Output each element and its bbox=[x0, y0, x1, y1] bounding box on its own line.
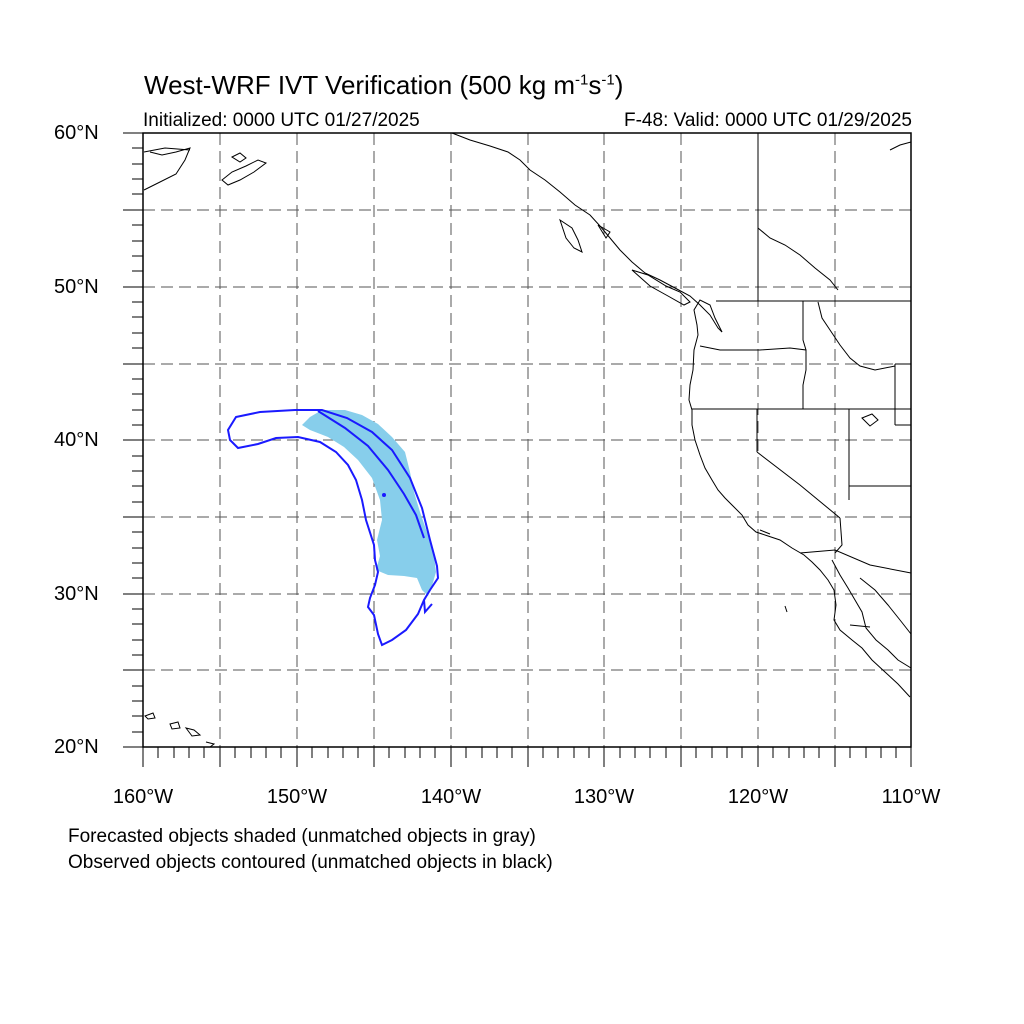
lat-label-40n: 40°N bbox=[54, 429, 99, 451]
observed-legend-note: Observed objects contoured (unmatched ob… bbox=[68, 852, 553, 873]
lon-label-160w: 160°W bbox=[112, 786, 174, 808]
valid-time-label: F-48: Valid: 0000 UTC 01/29/2025 bbox=[624, 110, 912, 131]
lat-label-60n: 60°N bbox=[54, 122, 99, 144]
coastlines bbox=[143, 132, 912, 748]
lon-label-150w: 150°W bbox=[266, 786, 328, 808]
map-title: West-WRF IVT Verification (500 kg m-1s-1… bbox=[144, 70, 624, 100]
forecast-ivt-object bbox=[302, 410, 436, 596]
lon-label-140w: 140°W bbox=[420, 786, 482, 808]
lon-label-130w: 130°W bbox=[573, 786, 635, 808]
lon-label-110w: 110°W bbox=[881, 786, 941, 808]
init-time-label: Initialized: 0000 UTC 01/27/2025 bbox=[143, 110, 420, 131]
axis-ticks bbox=[123, 132, 912, 767]
observed-point-marker bbox=[382, 493, 386, 497]
forecast-legend-note: Forecasted objects shaded (unmatched obj… bbox=[68, 826, 536, 847]
lat-lon-grid bbox=[143, 133, 911, 747]
political-boundaries bbox=[692, 133, 912, 628]
lat-label-50n: 50°N bbox=[54, 276, 99, 298]
lat-label-20n: 20°N bbox=[54, 736, 99, 758]
lat-label-30n: 30°N bbox=[54, 583, 99, 605]
lon-label-120w: 120°W bbox=[727, 786, 789, 808]
observed-ivt-contour bbox=[226, 409, 440, 647]
